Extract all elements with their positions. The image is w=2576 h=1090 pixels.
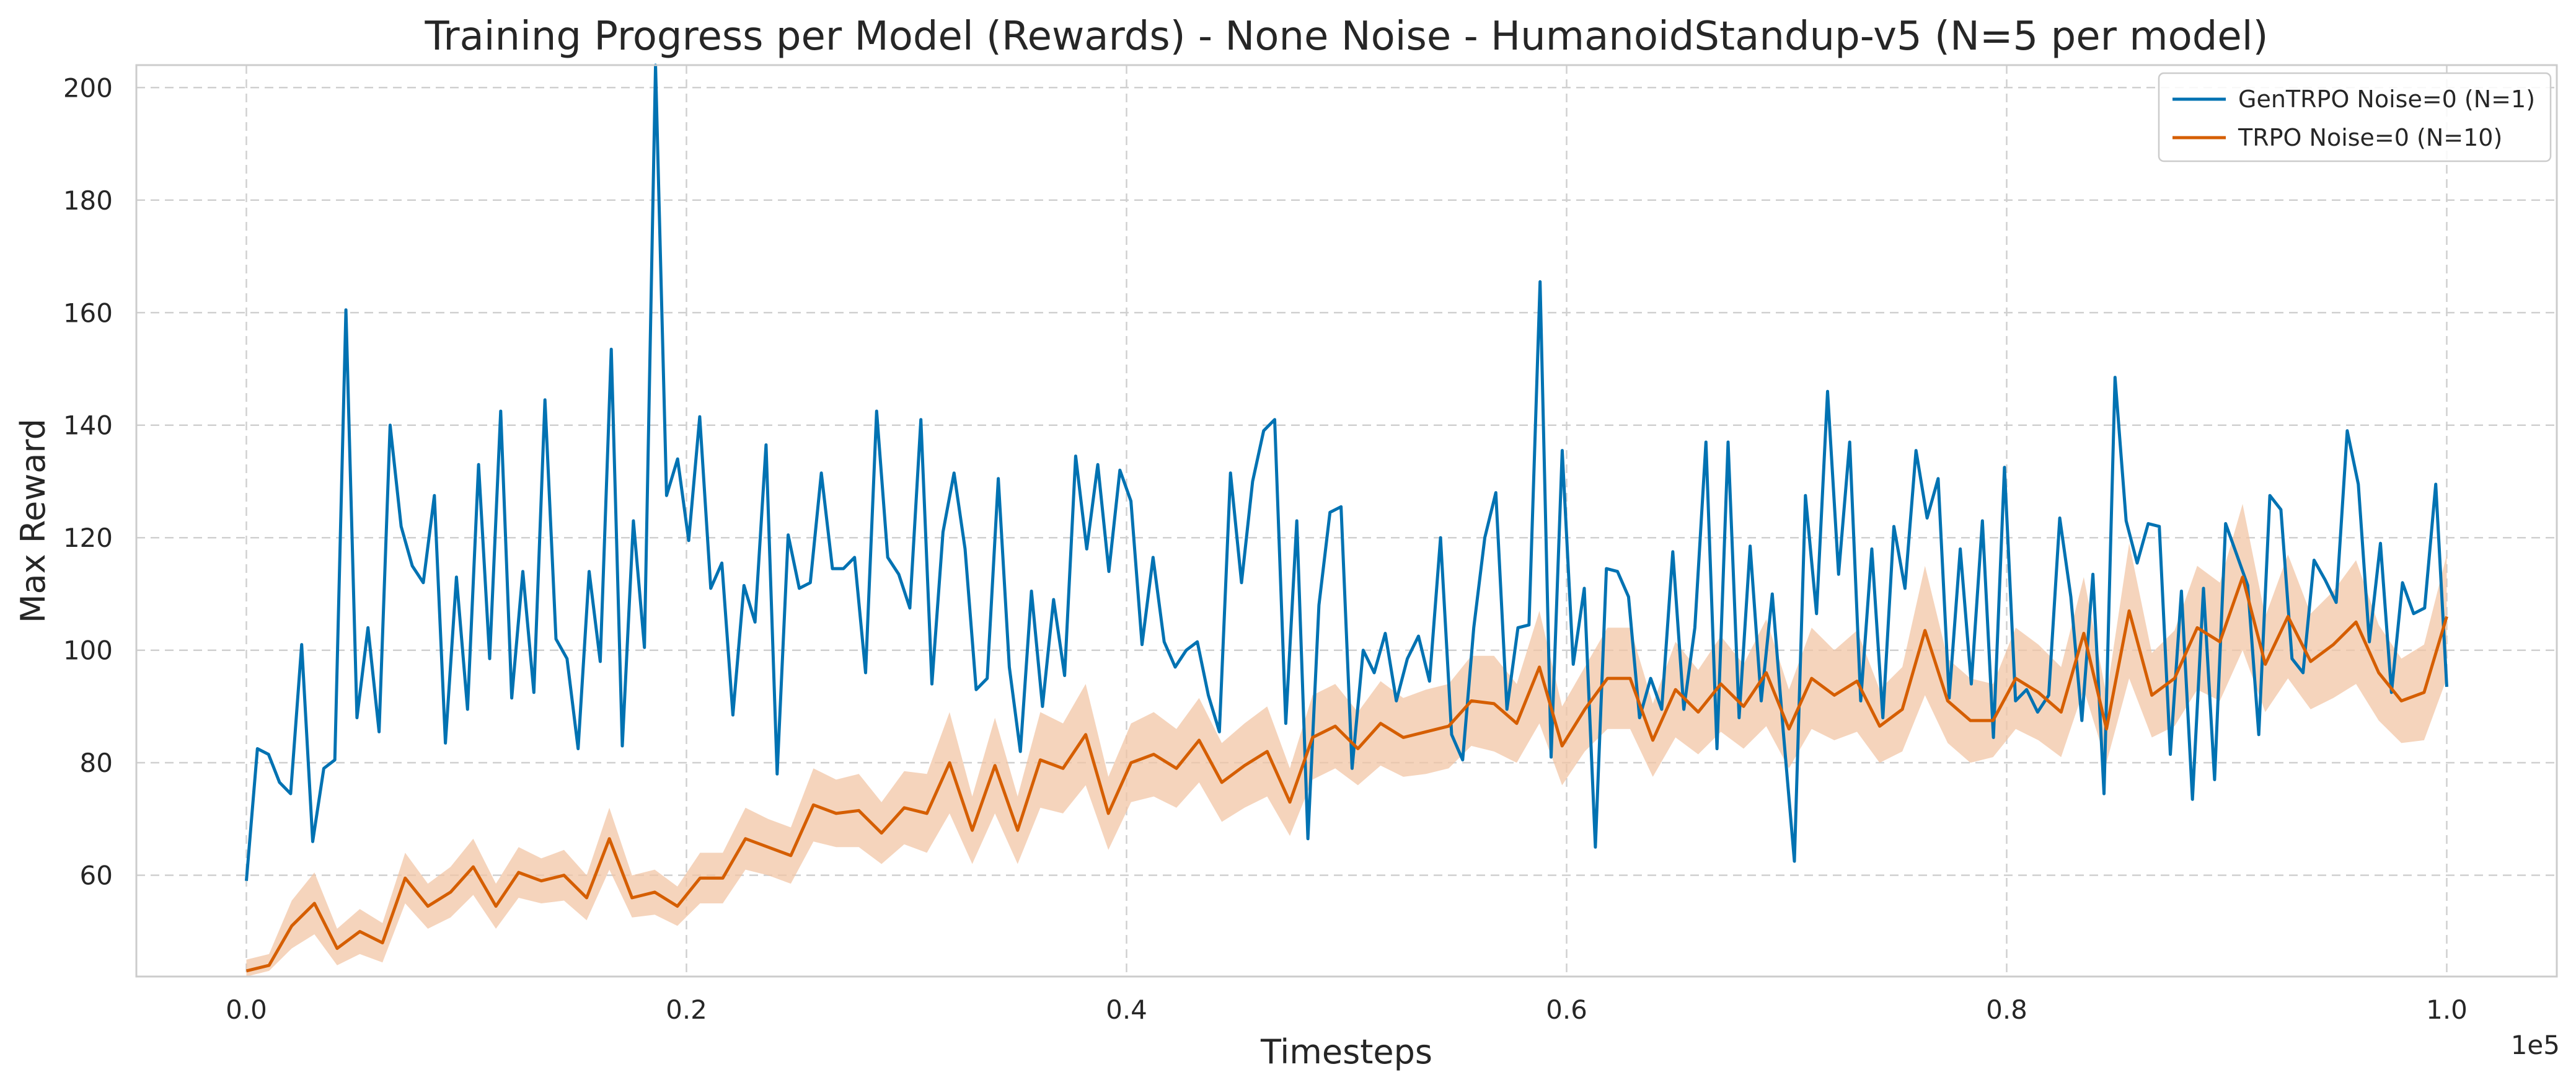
y-tick-label: 60 bbox=[80, 861, 113, 891]
y-tick-label: 100 bbox=[63, 636, 113, 666]
legend-label-trpo: TRPO Noise=0 (N=10) bbox=[2238, 124, 2502, 151]
y-tick-label: 140 bbox=[63, 410, 113, 441]
series-lines bbox=[245, 63, 2448, 973]
x-tick-label: 0.0 bbox=[226, 995, 267, 1025]
legend: GenTRPO Noise=0 (N=1) TRPO Noise=0 (N=10… bbox=[2158, 72, 2552, 162]
confidence-bands bbox=[246, 503, 2447, 977]
x-tick-label: 0.8 bbox=[1986, 995, 2027, 1025]
x-axis-label: Timesteps bbox=[1260, 1032, 1432, 1071]
series-line-gentrpo bbox=[245, 63, 2448, 881]
y-tick-label: 120 bbox=[63, 523, 113, 553]
legend-box bbox=[2158, 72, 2552, 162]
y-axis-label: Max Reward bbox=[14, 419, 53, 623]
y-tick-label: 180 bbox=[63, 185, 113, 216]
x-axis-ticks: 0.0 0.2 0.4 0.6 0.8 1.0 bbox=[226, 995, 2468, 1025]
y-axis-ticks: 60 80 100 120 140 160 180 200 bbox=[63, 73, 113, 890]
x-axis-multiplier: 1e5 bbox=[2511, 1030, 2560, 1060]
x-tick-label: 0.2 bbox=[666, 995, 707, 1025]
x-tick-label: 0.6 bbox=[1546, 995, 1587, 1025]
y-tick-label: 80 bbox=[80, 748, 113, 778]
legend-label-gentrpo: GenTRPO Noise=0 (N=1) bbox=[2238, 86, 2535, 113]
y-tick-label: 200 bbox=[63, 73, 113, 103]
series-band-trpo bbox=[246, 503, 2447, 977]
plot-frame bbox=[135, 64, 2558, 978]
chart-title: Training Progress per Model (Rewards) - … bbox=[425, 14, 2269, 60]
series-line-trpo bbox=[245, 575, 2448, 973]
x-tick-label: 0.4 bbox=[1106, 995, 1147, 1025]
y-tick-label: 160 bbox=[63, 298, 113, 328]
x-tick-label: 1.0 bbox=[2426, 995, 2468, 1025]
